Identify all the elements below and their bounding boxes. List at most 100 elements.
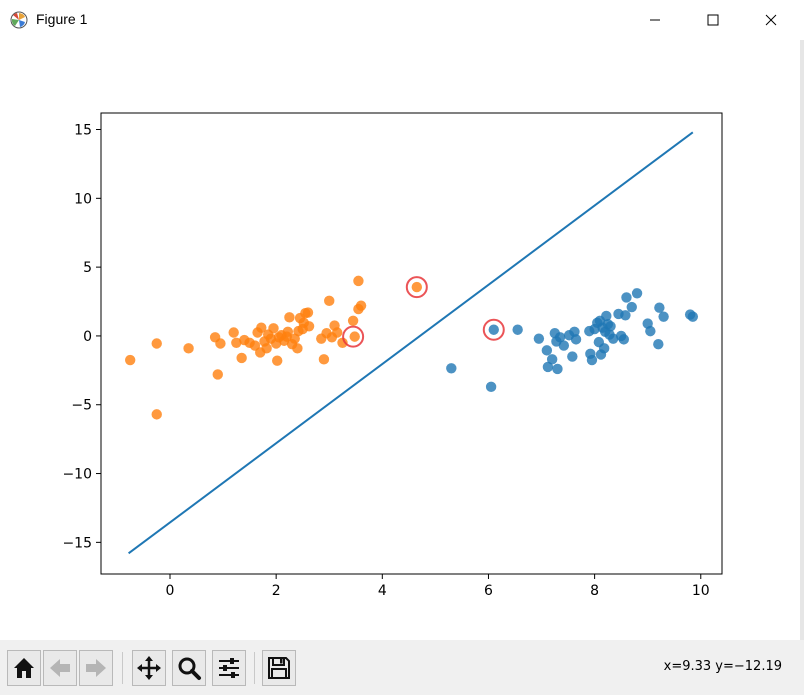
class1-point: [488, 324, 499, 335]
toolbar-separator: [254, 652, 255, 684]
x-tick-label: 2: [272, 583, 281, 599]
cursor-coordinates: x=9.33 y=−12.19: [663, 659, 782, 674]
class1-point: [542, 361, 554, 373]
class0-point: [284, 312, 295, 323]
minimize-icon: [650, 19, 660, 21]
class1-point: [607, 333, 619, 344]
class1-point: [687, 311, 699, 322]
class0-point: [353, 275, 364, 287]
y-tick-label: 10: [74, 191, 92, 207]
class0-point: [272, 355, 283, 366]
back-arrow-icon: [50, 659, 70, 677]
class0-point: [292, 343, 303, 354]
x-tick-label: 6: [484, 583, 493, 599]
support-vector-ring: [342, 325, 365, 348]
class0-point: [236, 352, 247, 364]
title-bar: Figure 1: [0, 0, 804, 40]
class1-point: [533, 333, 545, 344]
class0-point: [282, 326, 294, 338]
support-vector-ring: [482, 318, 505, 341]
class1-point: [558, 340, 570, 351]
class0-point: [302, 307, 314, 318]
class1-point: [570, 334, 582, 345]
back-button[interactable]: [43, 650, 77, 686]
forward-arrow-icon: [86, 659, 106, 677]
class1-point: [485, 381, 497, 393]
y-tick-label: 5: [83, 260, 92, 276]
class0-point: [256, 322, 267, 333]
save-icon: [268, 657, 290, 679]
configure-subplots-icon: [219, 658, 239, 678]
minimize-button[interactable]: [626, 0, 684, 40]
zoom-icon: [178, 657, 201, 680]
close-button[interactable]: [742, 0, 800, 40]
window-edge: [800, 40, 804, 640]
decision-boundary-line: [128, 131, 694, 555]
class1-point: [598, 343, 610, 354]
figure-canvas[interactable]: 0 2 4 6 8 10 −15 −10 −5 0 5 10 15: [0, 40, 804, 640]
class0-point: [215, 338, 226, 349]
x-tick-label: 4: [378, 583, 387, 599]
class0-point: [261, 343, 272, 354]
class0-point: [183, 343, 194, 354]
maximize-button[interactable]: [684, 0, 742, 40]
class1-point: [546, 354, 558, 365]
x-tick-label: 0: [166, 583, 175, 599]
class1-point: [586, 354, 598, 366]
save-button[interactable]: [262, 650, 296, 686]
close-icon: [765, 14, 777, 26]
class0-point: [151, 409, 162, 420]
class1-point: [621, 292, 632, 303]
class1-point: [541, 345, 553, 356]
class0-point: [303, 321, 315, 332]
x-tick-label: 10: [692, 583, 710, 599]
class1-point: [654, 302, 665, 313]
class0-point: [318, 354, 330, 365]
class0-point: [212, 369, 223, 380]
class0-point: [124, 354, 136, 366]
class0-point: [231, 337, 242, 349]
home-icon: [14, 658, 34, 678]
class1-point: [626, 301, 637, 313]
class1-point: [645, 325, 656, 337]
class1-point: [658, 311, 669, 322]
axes-frame: [100, 112, 723, 575]
y-tick-label: −5: [71, 398, 92, 414]
class0-point: [355, 300, 367, 311]
y-tick-label: 0: [83, 329, 92, 345]
class1-point: [618, 334, 630, 345]
class1-point: [567, 351, 578, 362]
maximize-icon: [707, 14, 719, 26]
home-button[interactable]: [7, 650, 41, 686]
class0-point: [331, 327, 343, 338]
class1-point: [631, 288, 643, 299]
class1-point: [552, 363, 563, 375]
configure-subplots-button[interactable]: [212, 650, 246, 686]
class0-point: [337, 337, 348, 349]
class1-point: [554, 332, 566, 343]
pan-icon: [137, 656, 161, 680]
class1-point: [605, 321, 616, 332]
class1-point: [601, 310, 612, 322]
y-tick-label: 15: [74, 123, 92, 139]
matplotlib-figure-icon: [10, 11, 28, 29]
x-tick-label: 8: [590, 583, 599, 599]
toolbar-separator: [122, 652, 123, 684]
pan-button[interactable]: [132, 650, 166, 686]
window-title: Figure 1: [36, 11, 88, 27]
support-vector-ring: [405, 276, 428, 299]
forward-button[interactable]: [79, 650, 113, 686]
class1-point: [512, 324, 523, 335]
class0-point: [151, 338, 162, 349]
class0-point: [349, 331, 360, 342]
class1-point: [653, 338, 664, 350]
class0-point: [347, 315, 359, 326]
navigation-toolbar: x=9.33 y=−12.19: [0, 640, 804, 695]
class1-point: [620, 310, 631, 321]
y-tick-label: −15: [62, 535, 92, 551]
class0-point: [324, 295, 335, 307]
y-tick-label: −10: [62, 467, 92, 483]
zoom-button[interactable]: [172, 650, 206, 686]
class0-point: [411, 281, 423, 293]
class0-point: [228, 327, 239, 338]
